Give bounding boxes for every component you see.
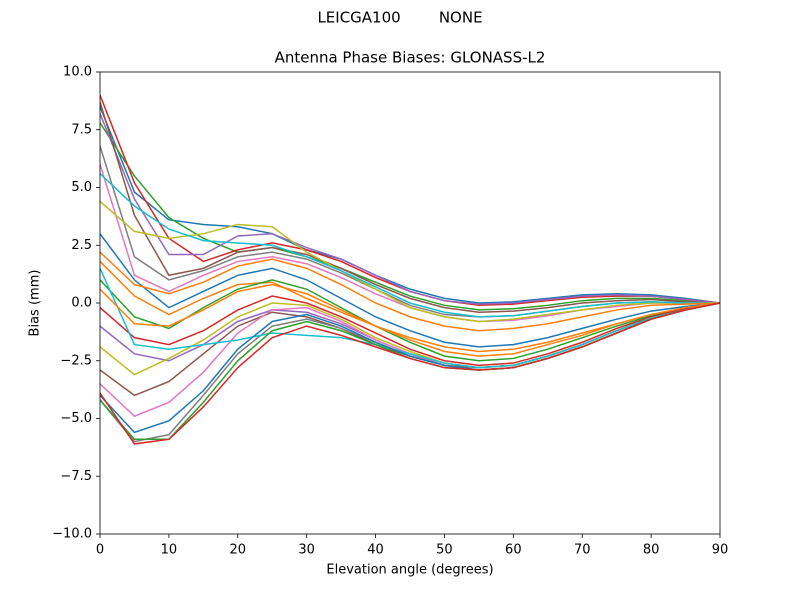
x-tick-label: 70 (574, 543, 591, 558)
series-line (100, 233, 720, 348)
x-tick-label: 60 (505, 543, 522, 558)
x-tick-label: 80 (643, 543, 660, 558)
x-tick-label: 20 (230, 543, 247, 558)
chart-suptitle: LEICGA100 NONE (317, 9, 482, 27)
x-tick-label: 40 (367, 543, 384, 558)
series-line (100, 173, 720, 318)
series-line (100, 260, 720, 353)
y-axis-label: Bias (mm) (28, 270, 43, 337)
series-line (100, 295, 720, 367)
y-tick-label: 0.0 (71, 296, 92, 311)
series-line (100, 268, 720, 369)
x-tick-label: 50 (436, 543, 453, 558)
series-line (100, 279, 720, 362)
y-tick-label: 2.5 (71, 238, 92, 253)
y-tick-label: 5.0 (71, 180, 92, 195)
x-tick-label: 90 (712, 543, 729, 558)
series-line (100, 302, 720, 443)
y-tick-label: −10.0 (52, 527, 92, 542)
y-tick-label: 7.5 (71, 122, 92, 137)
x-tick-label: 30 (298, 543, 315, 558)
y-tick-label: −5.0 (60, 411, 92, 426)
series-line (100, 302, 720, 445)
chart-title: Antenna Phase Biases: GLONASS-L2 (275, 49, 546, 67)
x-tick-label: 0 (96, 543, 104, 558)
series-line (100, 200, 720, 323)
y-tick-label: −2.5 (60, 353, 92, 368)
plot-frame (99, 71, 721, 535)
series-line (100, 283, 720, 357)
series-line (100, 106, 720, 304)
series-line (100, 101, 720, 313)
x-axis-label: Elevation angle (degrees) (326, 563, 493, 578)
series-line (100, 113, 720, 305)
series-line (100, 251, 720, 332)
x-tick-label: 10 (161, 543, 178, 558)
y-tick-label: 10.0 (63, 65, 92, 80)
y-tick-label: −7.5 (60, 469, 92, 484)
series-line (100, 122, 720, 311)
